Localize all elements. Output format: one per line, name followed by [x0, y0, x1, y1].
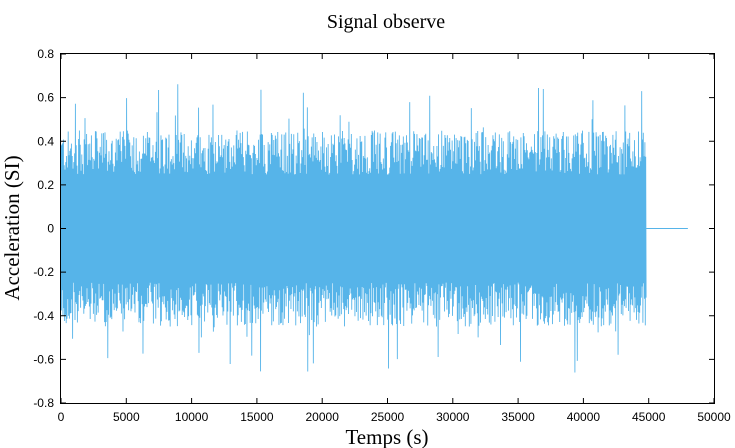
y-tick-label: -0.8	[33, 396, 54, 410]
x-tick-label: 0	[58, 410, 65, 424]
x-tick-label: 25000	[371, 410, 405, 424]
x-tick-label: 40000	[567, 410, 601, 424]
x-axis-ticks: 0 5000 10000 15000 20000 25000 30000 35000 40000…	[58, 54, 731, 424]
y-tick-label: -0.6	[33, 352, 54, 366]
signal-series	[60, 84, 688, 373]
y-axis-label: Acceleration (SI)	[0, 155, 24, 300]
chart-title: Signal observe	[327, 11, 445, 33]
y-tick-label: -0.2	[33, 265, 54, 279]
x-tick-label: 20000	[306, 410, 340, 424]
y-tick-label: 0	[47, 222, 54, 236]
y-axis-ticks: -0.8 -0.6 -0.4 -0.2 0 0.2 0.4 0.6 0.8	[33, 47, 714, 410]
y-tick-label: 0.8	[37, 47, 54, 61]
x-tick-label: 10000	[175, 410, 209, 424]
y-tick-label: 0.6	[37, 91, 54, 105]
signal-line	[60, 84, 647, 373]
y-tick-label: 0.4	[37, 134, 54, 148]
x-tick-label: 30000	[436, 410, 470, 424]
x-axis-label: Temps (s)	[345, 425, 428, 448]
x-tick-label: 35000	[501, 410, 535, 424]
x-tick-label: 50000	[697, 410, 731, 424]
y-tick-label: -0.4	[33, 309, 54, 323]
x-tick-label: 5000	[113, 410, 140, 424]
x-tick-label: 15000	[240, 410, 274, 424]
plot-frame	[60, 53, 715, 404]
y-tick-label: 0.2	[37, 178, 54, 192]
x-tick-label: 45000	[632, 410, 666, 424]
